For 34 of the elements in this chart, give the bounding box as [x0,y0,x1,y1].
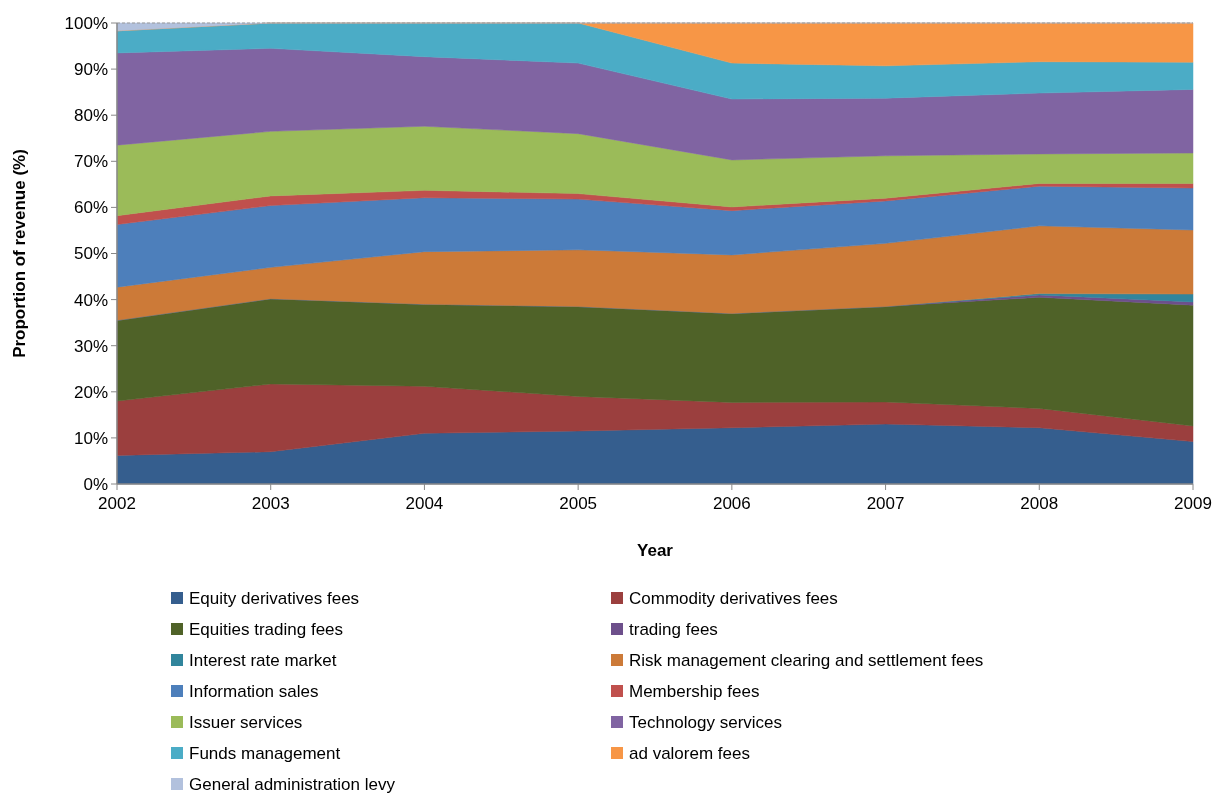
legend-label: Issuer services [189,712,303,732]
y-tick-label: 30% [73,336,108,356]
x-tick-label: 2002 [98,494,136,513]
y-tick-label: 90% [73,60,108,80]
y-tick-label: 40% [73,290,108,310]
legend-label: Funds management [189,743,341,763]
y-tick-label: 50% [73,244,108,264]
legend-label: Equity derivatives fees [189,588,360,608]
x-tick-label: 2009 [1174,494,1212,513]
x-tick-label: 2008 [1020,494,1059,513]
legend-label: Risk management clearing and settlement fees [629,650,984,670]
x-axis-title: Year [637,541,674,560]
y-tick-label: 0% [83,474,108,494]
legend-label: trading fees [629,619,718,639]
legend-label: Interest rate market [189,650,337,670]
y-tick-label: 20% [73,382,108,402]
y-tick-label: 60% [73,198,108,218]
y-tick-label: 80% [73,106,108,126]
legend-label: Commodity derivatives fees [629,588,838,608]
x-tick-label: 2006 [712,494,751,513]
x-tick-label: 2007 [866,494,905,513]
y-axis-title: Proportion of revenue (%) [10,149,29,358]
x-tick-label: 2004 [405,494,444,513]
legend-label: ad valorem fees [629,743,750,763]
y-tick-label: 100% [64,13,108,33]
x-tick-label: 2003 [251,494,290,513]
legend-label: Equities trading fees [189,619,344,639]
x-tick-label: 2005 [559,494,598,513]
legend-label: Technology services [629,712,783,732]
legend-label: Membership fees [629,681,760,701]
y-tick-label: 10% [73,428,108,448]
y-tick-label: 70% [73,152,108,172]
legend-label: General administration levy [189,774,396,794]
legend-label: Information sales [189,681,319,701]
